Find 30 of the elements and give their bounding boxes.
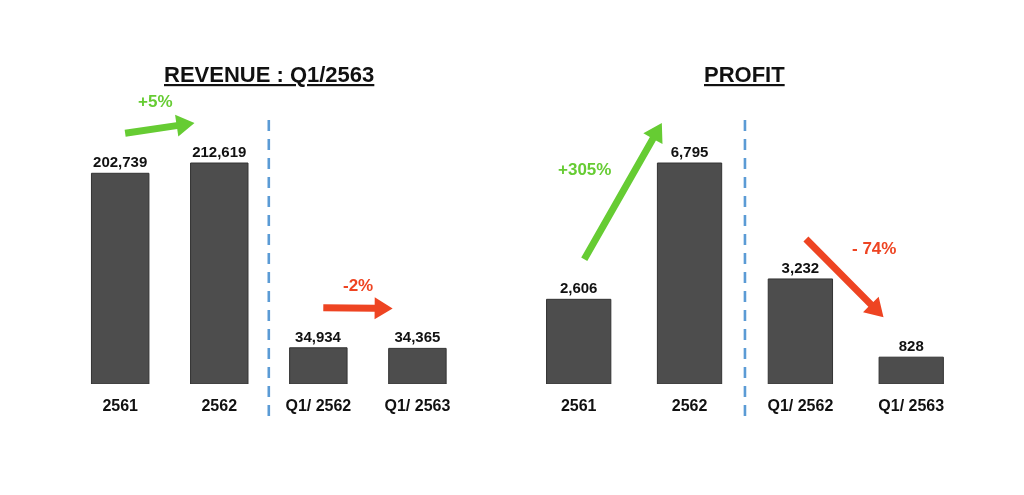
bar (388, 347, 447, 385)
bar (656, 162, 723, 385)
annotation: +305% (558, 160, 612, 179)
data-label: 828 (898, 337, 924, 355)
x-tick-label: 2562 (201, 397, 238, 415)
data-label: 34,934 (295, 327, 342, 345)
data-label: 212,619 (192, 143, 247, 161)
bar (289, 347, 348, 385)
text: +5% (138, 92, 173, 111)
x-tick-label: Q1/ 2562 (285, 397, 352, 415)
bar (546, 298, 612, 385)
annotation: - 74% (852, 239, 897, 258)
annotation: -2% (343, 276, 374, 295)
chart-title: REVENUE : Q1/2563 (164, 62, 375, 87)
data-label: 202,739 (93, 153, 148, 171)
bar (190, 162, 249, 385)
x-tick-label: 2561 (102, 397, 139, 415)
bar (90, 172, 150, 385)
chart-title: PROFIT (704, 62, 786, 87)
x-tick-label: Q1/ 2563 (384, 397, 451, 415)
x-tick-label: 2561 (560, 397, 597, 415)
data-label: 6,795 (670, 143, 709, 161)
bar (878, 356, 944, 385)
x-tick-label: Q1/ 2562 (767, 397, 834, 415)
data-label: 2,606 (559, 279, 598, 297)
data-label: 3,232 (781, 258, 820, 276)
bar (767, 278, 834, 385)
x-tick-label: Q1/ 2563 (878, 397, 945, 415)
data-label: 34,365 (394, 328, 441, 346)
x-tick-label: 2562 (671, 397, 708, 415)
